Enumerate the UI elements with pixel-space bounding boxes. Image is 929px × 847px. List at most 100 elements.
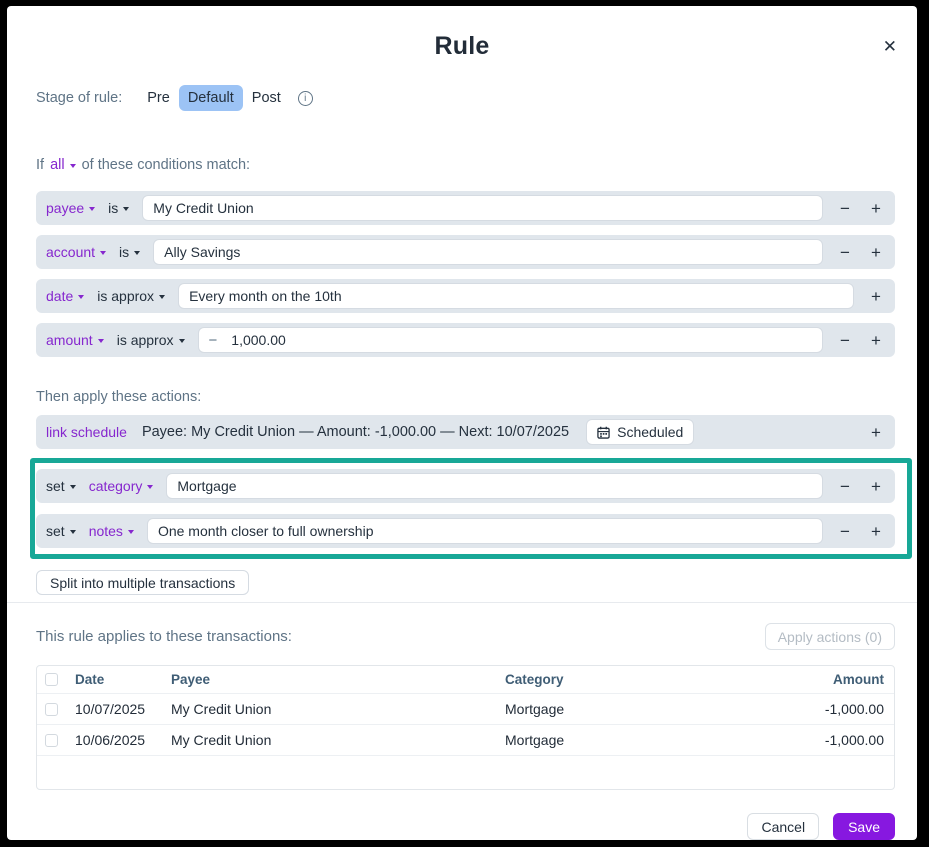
cell-payee: My Credit Union <box>171 701 272 717</box>
row-checkbox[interactable] <box>45 702 58 716</box>
condition-field-dropdown[interactable]: date <box>46 288 85 304</box>
condition-value-input[interactable] <box>153 239 823 265</box>
column-header-category: Category <box>505 672 564 687</box>
calendar-icon <box>597 426 610 439</box>
condition-field-dropdown[interactable]: account <box>46 244 107 260</box>
conditions-operator-dropdown[interactable]: all <box>50 157 76 173</box>
add-action-button[interactable]: + <box>867 424 885 441</box>
cell-payee: My Credit Union <box>171 732 272 748</box>
apply-actions-button[interactable]: Apply actions (0) <box>764 623 895 650</box>
stage-option-post[interactable]: Post <box>243 85 290 111</box>
chevron-down-icon <box>97 339 104 343</box>
action-row-set-notes: set notes − + <box>36 514 895 548</box>
close-icon[interactable]: ✕ <box>882 37 897 56</box>
condition-op-dropdown[interactable]: is <box>119 244 141 260</box>
cell-amount: -1,000.00 <box>824 701 884 717</box>
stage-option-default[interactable]: Default <box>178 85 243 111</box>
split-transactions-button[interactable]: Split into multiple transactions <box>36 570 250 595</box>
modal-content: Stage of rule: Pre Default Post i If all… <box>7 85 917 840</box>
transactions-header: This rule applies to these transactions:… <box>36 623 895 650</box>
condition-op-label: is <box>119 244 130 260</box>
column-header-amount: Amount <box>833 672 884 687</box>
add-condition-button[interactable]: + <box>867 244 885 261</box>
conditions-header: If all of these conditions match: <box>36 157 895 173</box>
chevron-down-icon <box>100 251 107 255</box>
cell-date: 10/07/2025 <box>75 701 146 717</box>
cell-category: Mortgage <box>505 732 565 748</box>
condition-op-dropdown[interactable]: is <box>108 200 130 216</box>
stage-option-pre[interactable]: Pre <box>138 85 179 111</box>
conditions-operator-label: all <box>50 157 65 173</box>
column-header-date: Date <box>75 672 105 687</box>
chevron-down-icon <box>159 295 166 299</box>
remove-action-button[interactable]: − <box>836 478 854 495</box>
chevron-down-icon <box>127 530 134 534</box>
transactions-table: Date Payee Category Amount 10/07/2025 My… <box>36 665 895 790</box>
page-title: Rule <box>434 32 490 60</box>
action-value-input[interactable] <box>146 518 823 544</box>
modal-footer: Cancel Save <box>36 813 895 840</box>
add-condition-button[interactable]: + <box>867 332 885 349</box>
row-checkbox[interactable] <box>45 733 58 747</box>
column-header-payee: Payee <box>171 672 211 687</box>
condition-op-dropdown[interactable]: is approx <box>97 288 166 304</box>
action-field-dropdown[interactable]: notes <box>89 523 134 539</box>
rule-modal: Rule ✕ Stage of rule: Pre Default Post i… <box>7 6 917 840</box>
cell-amount: -1,000.00 <box>824 732 884 748</box>
chevron-down-icon <box>69 530 76 534</box>
cancel-button[interactable]: Cancel <box>747 813 820 840</box>
amount-sign-toggle[interactable]: − <box>208 331 218 349</box>
remove-action-button[interactable]: − <box>836 523 854 540</box>
chevron-down-icon <box>123 207 130 211</box>
scheduled-button-label: Scheduled <box>617 424 684 440</box>
table-empty-row <box>37 755 894 789</box>
add-action-button[interactable]: + <box>867 478 885 495</box>
section-divider <box>7 602 917 603</box>
add-action-button[interactable]: + <box>867 523 885 540</box>
condition-field-dropdown[interactable]: amount <box>46 332 104 348</box>
cell-category: Mortgage <box>505 701 565 717</box>
highlighted-actions-group: set category − + set notes <box>30 458 912 559</box>
table-row[interactable]: 10/06/2025 My Credit Union Mortgage -1,0… <box>37 724 894 755</box>
table-row[interactable]: 10/07/2025 My Credit Union Mortgage -1,0… <box>37 693 894 724</box>
action-verb-dropdown[interactable]: set <box>46 478 76 494</box>
transactions-label: This rule applies to these transactions: <box>36 628 292 645</box>
action-value-input[interactable] <box>166 473 823 499</box>
info-icon[interactable]: i <box>297 90 313 106</box>
chevron-down-icon <box>89 207 96 211</box>
remove-condition-button[interactable]: − <box>836 200 854 217</box>
actions-header: Then apply these actions: <box>36 389 202 405</box>
condition-field-label: payee <box>46 200 85 216</box>
chevron-down-icon <box>69 485 76 489</box>
condition-row-account: account is − + <box>36 235 895 269</box>
action-field-label: category <box>88 478 143 494</box>
remove-condition-button[interactable]: − <box>836 244 854 261</box>
condition-amount-field[interactable]: − 1,000.00 <box>197 327 823 353</box>
condition-row-date: date is approx + <box>36 279 895 313</box>
chevron-down-icon <box>178 339 185 343</box>
select-all-checkbox[interactable] <box>45 673 58 686</box>
condition-value-input[interactable] <box>142 195 823 221</box>
condition-op-dropdown[interactable]: is approx <box>117 332 185 348</box>
action-row-link-schedule: link schedule Payee: My Credit Union — A… <box>36 415 895 449</box>
add-condition-button[interactable]: + <box>867 200 885 217</box>
chevron-down-icon <box>78 295 85 299</box>
add-condition-button[interactable]: + <box>867 288 885 305</box>
condition-op-label: is approx <box>116 332 174 348</box>
chevron-down-icon <box>147 485 154 489</box>
condition-field-label: amount <box>46 332 93 348</box>
action-verb-label: set <box>46 523 65 539</box>
scheduled-button[interactable]: Scheduled <box>586 419 695 445</box>
conditions-prefix: If <box>36 157 45 173</box>
condition-field-dropdown[interactable]: payee <box>46 200 96 216</box>
condition-value-input[interactable] <box>178 283 854 309</box>
action-verb-dropdown[interactable]: set <box>46 523 76 539</box>
schedule-description: Payee: My Credit Union — Amount: -1,000.… <box>141 424 570 440</box>
action-field-label: link schedule <box>46 424 127 440</box>
action-field-label: notes <box>88 523 123 539</box>
action-field-dropdown[interactable]: category <box>89 478 154 494</box>
save-button[interactable]: Save <box>833 813 895 840</box>
remove-condition-button[interactable]: − <box>836 332 854 349</box>
condition-field-label: date <box>46 288 74 304</box>
action-field-dropdown[interactable]: link schedule <box>46 424 127 440</box>
